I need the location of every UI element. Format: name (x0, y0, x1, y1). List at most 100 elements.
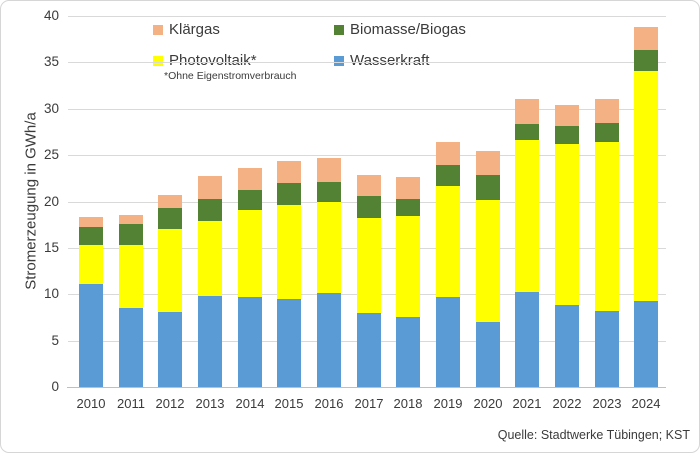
y-tick-label-10: 10 (43, 286, 59, 301)
bar-2011-klrgas (119, 215, 143, 224)
bar-2016-biomassebiogas (317, 182, 341, 202)
bar-2023-wasserkraft (595, 311, 619, 387)
bar-2012-wasserkraft (158, 312, 182, 387)
bar-2015-photovoltaik (277, 205, 301, 299)
bar-2021-wasserkraft (515, 292, 539, 387)
bar-2022-klrgas (555, 105, 579, 126)
y-tick-label-30: 30 (43, 101, 59, 116)
legend-item-wasserkraft: Wasserkraft (334, 52, 430, 69)
x-tick-label-2010: 2010 (76, 396, 106, 411)
x-tick-label-2017: 2017 (354, 396, 384, 411)
bar-2013-wasserkraft (198, 296, 222, 387)
bar-2021-klrgas (515, 99, 539, 124)
legend-item-photovoltaik: Photovoltaik* (153, 52, 257, 69)
bar-2010-photovoltaik (79, 245, 103, 284)
bar-2013-biomassebiogas (198, 199, 222, 221)
legend-item-biomasse: Biomasse/Biogas (334, 21, 466, 38)
bar-2024-klrgas (634, 27, 658, 50)
bar-2010-wasserkraft (79, 284, 103, 387)
bar-2018-photovoltaik (396, 216, 420, 317)
x-tick-label-2018: 2018 (393, 396, 423, 411)
bar-2024-photovoltaik (634, 71, 658, 301)
y-tick-label-25: 25 (43, 147, 59, 162)
bar-2014-biomassebiogas (238, 190, 262, 210)
bar-2018-klrgas (396, 177, 420, 199)
bar-2015-klrgas (277, 161, 301, 183)
x-tick-label-2023: 2023 (592, 396, 622, 411)
bar-2016-photovoltaik (317, 202, 341, 293)
x-tick-label-2019: 2019 (433, 396, 463, 411)
bar-2024-wasserkraft (634, 301, 658, 387)
wasserkraft-swatch-icon (334, 56, 344, 66)
bar-2011-biomassebiogas (119, 224, 143, 245)
bar-2013-klrgas (198, 176, 222, 199)
bar-2010-biomassebiogas (79, 227, 103, 245)
bar-2023-biomassebiogas (595, 123, 619, 142)
y-tick-label-5: 5 (51, 333, 59, 348)
biomasse-swatch-icon (334, 25, 344, 35)
bar-2017-wasserkraft (357, 313, 381, 387)
gridline-40 (68, 16, 666, 17)
bar-2017-photovoltaik (357, 218, 381, 313)
photovoltaik-footnote: *Ohne Eigenstromverbrauch (164, 70, 297, 82)
bar-2019-biomassebiogas (436, 165, 460, 186)
photovoltaik-swatch-icon (153, 56, 163, 66)
bar-2015-biomassebiogas (277, 183, 301, 205)
x-tick-label-2014: 2014 (235, 396, 265, 411)
legend-label-biomasse: Biomasse/Biogas (350, 21, 466, 38)
bar-2020-klrgas (476, 151, 500, 175)
bar-2022-wasserkraft (555, 305, 579, 387)
bar-2019-photovoltaik (436, 186, 460, 297)
y-tick-label-0: 0 (51, 379, 59, 394)
bar-2010-klrgas (79, 217, 103, 227)
bar-2016-klrgas (317, 158, 341, 182)
x-tick-label-2013: 2013 (195, 396, 225, 411)
bar-2017-klrgas (357, 175, 381, 196)
x-tick-label-2024: 2024 (631, 396, 661, 411)
x-tick-label-2016: 2016 (314, 396, 344, 411)
x-tick-label-2012: 2012 (155, 396, 185, 411)
bar-2014-photovoltaik (238, 210, 262, 297)
gridline-25 (68, 155, 666, 156)
bar-2019-klrgas (436, 142, 460, 165)
legend-label-photovoltaik: Photovoltaik* (169, 52, 257, 69)
bar-2015-wasserkraft (277, 299, 301, 387)
bar-2019-wasserkraft (436, 297, 460, 387)
bar-2014-klrgas (238, 168, 262, 190)
bar-2020-wasserkraft (476, 322, 500, 387)
y-tick-label-35: 35 (43, 54, 59, 69)
x-tick-label-2011: 2011 (117, 396, 145, 411)
y-tick-label-40: 40 (43, 8, 59, 23)
legend-label-klaergas: Klärgas (169, 21, 220, 38)
bar-2014-wasserkraft (238, 297, 262, 387)
gridline-35 (68, 62, 666, 63)
bar-2020-biomassebiogas (476, 175, 500, 200)
bar-2022-biomassebiogas (555, 126, 579, 144)
y-tick-label-20: 20 (43, 194, 59, 209)
bar-2018-biomassebiogas (396, 199, 420, 216)
bar-2017-biomassebiogas (357, 196, 381, 218)
bar-2012-photovoltaik (158, 229, 182, 312)
x-tick-label-2021: 2021 (512, 396, 542, 411)
x-axis-line (67, 387, 666, 388)
bar-2012-biomassebiogas (158, 208, 182, 229)
bar-2023-klrgas (595, 99, 619, 123)
bar-2016-wasserkraft (317, 293, 341, 387)
x-tick-label-2015: 2015 (274, 396, 304, 411)
x-tick-label-2022: 2022 (552, 396, 582, 411)
bar-2018-wasserkraft (396, 317, 420, 387)
bar-2013-photovoltaik (198, 221, 222, 296)
bar-2024-biomassebiogas (634, 50, 658, 71)
klaergas-swatch-icon (153, 25, 163, 35)
source-note: Quelle: Stadtwerke Tübingen; KST (497, 428, 690, 442)
x-tick-label-2020: 2020 (473, 396, 503, 411)
y-tick-label-15: 15 (43, 240, 59, 255)
bar-2021-photovoltaik (515, 140, 539, 292)
gridline-30 (68, 109, 666, 110)
bar-2011-photovoltaik (119, 245, 143, 308)
bar-2011-wasserkraft (119, 308, 143, 387)
legend-label-wasserkraft: Wasserkraft (350, 52, 430, 69)
bar-2021-biomassebiogas (515, 124, 539, 140)
